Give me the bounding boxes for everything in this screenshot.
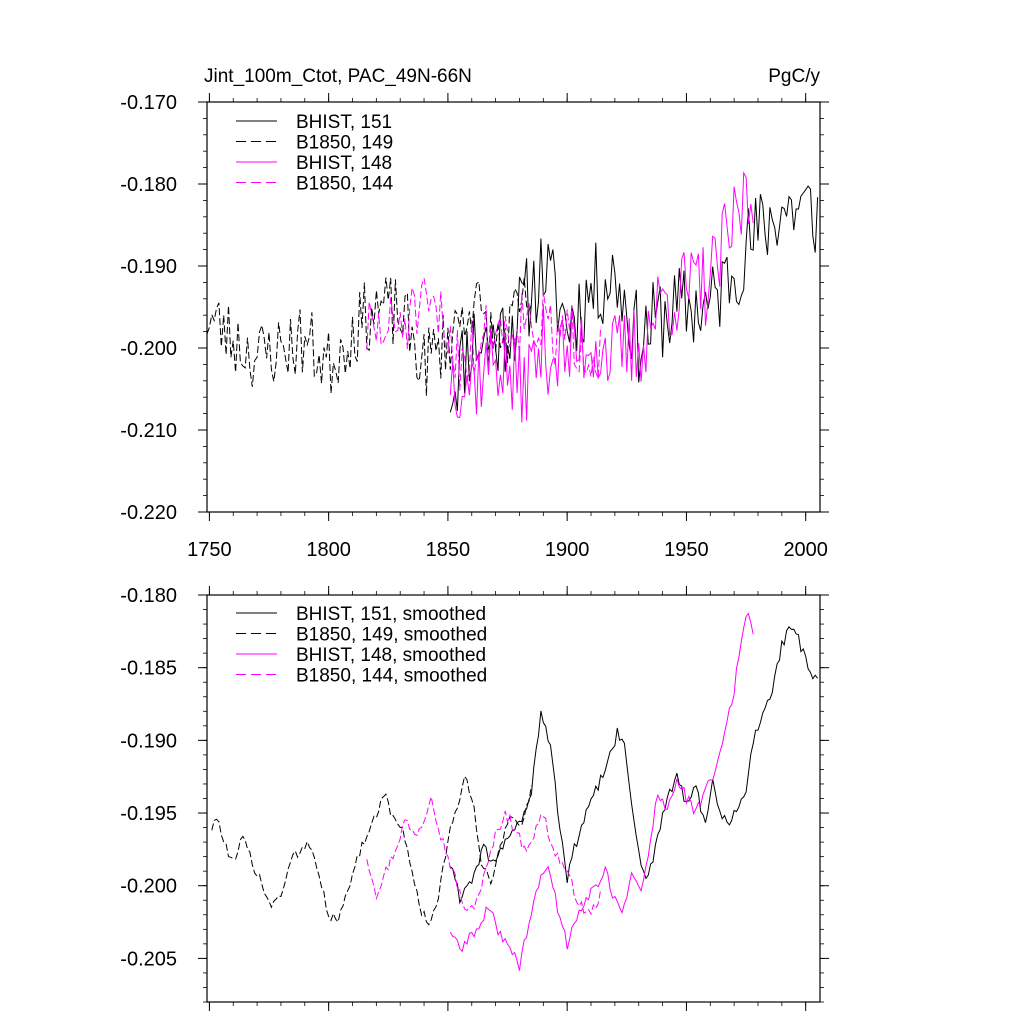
x-tick-label: 1950: [664, 539, 709, 561]
y-tick-label: -0.180: [120, 585, 177, 607]
legend-label: B1850, 144, smoothed: [296, 666, 487, 687]
x-tick-label: 1850: [426, 539, 471, 561]
x-tick-label: 2000: [783, 539, 828, 561]
legend-label: BHIST, 148, smoothed: [296, 645, 486, 666]
y-tick-label: -0.200: [120, 876, 177, 898]
y-tick-label: -0.195: [120, 803, 177, 825]
series-line-3: [366, 278, 602, 391]
legend-label: B1850, 149: [296, 133, 393, 154]
series-line-0: [449, 185, 819, 413]
y-tick-label: -0.210: [120, 420, 177, 442]
x-tick-label: 1900: [545, 539, 590, 561]
series-line-1: [206, 277, 532, 396]
y-tick-label: -0.190: [120, 730, 177, 752]
y-tick-label: -0.180: [120, 174, 177, 196]
series-group: [206, 171, 819, 423]
bottom-panel: -0.205 -0.200 -0.195 -0.190 -0.185 -0.180 BHI…: [120, 585, 829, 1011]
top-panel: Jint_100m_Ctot, PAC_49N-66N PgC/y -0.220…: [120, 66, 829, 561]
series-line-2: [449, 171, 754, 423]
y-tick-label: -0.220: [120, 502, 177, 524]
legend-label: B1850, 144: [296, 174, 394, 195]
x-tick-label: 1800: [306, 539, 351, 561]
legend-label: BHIST, 148: [296, 153, 392, 174]
y-tick-label: -0.170: [120, 92, 177, 114]
series-group: [211, 612, 818, 971]
series-line-3: [366, 796, 602, 916]
y-tick-label: -0.205: [120, 948, 177, 970]
y-tick-label: -0.190: [120, 256, 177, 278]
legend-label: B1850, 149, smoothed: [296, 625, 487, 646]
legend-label: BHIST, 151, smoothed: [296, 604, 486, 625]
series-line-1: [211, 775, 532, 926]
plot-frame: [206, 594, 821, 1003]
plot-frame: [206, 101, 821, 513]
x-tick-label: 1750: [187, 539, 232, 561]
axis-ticks: -0.205 -0.200 -0.195 -0.190 -0.185 -0.180: [120, 585, 829, 1011]
chart-title: Jint_100m_Ctot, PAC_49N-66N: [204, 66, 472, 87]
axis-ticks: -0.220 -0.210 -0.200 -0.190 -0.180 -0.170 1750…: [120, 92, 829, 561]
legend-label: BHIST, 151: [296, 112, 392, 133]
y-tick-label: -0.185: [120, 658, 177, 680]
units-label: PgC/y: [768, 66, 820, 87]
series-line-2: [449, 612, 754, 971]
y-tick-label: -0.200: [120, 338, 177, 360]
series-line-0: [449, 625, 818, 905]
